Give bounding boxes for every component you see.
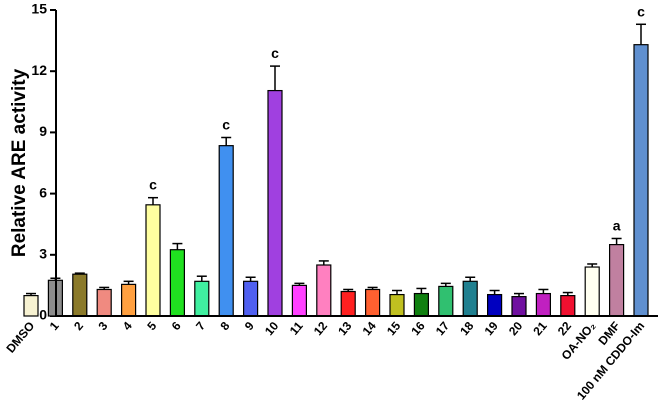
- x-tick-label: 14: [360, 319, 380, 338]
- y-tick-label: 12: [31, 62, 47, 78]
- bar: [535, 292, 552, 317]
- y-tick-label: 3: [39, 246, 47, 262]
- x-tick-label: 6: [169, 319, 184, 333]
- x-tick-label: 20: [506, 319, 526, 338]
- bar: [243, 280, 259, 317]
- x-tick-label: 4: [120, 319, 135, 333]
- bar: [389, 293, 405, 317]
- x-tick-label: DMSO: [3, 319, 37, 356]
- bar: [291, 284, 307, 317]
- bar: [145, 204, 161, 317]
- significance-label: c: [149, 177, 157, 193]
- x-tick-label: 22: [555, 319, 575, 338]
- y-tick-label: 0: [39, 307, 47, 323]
- x-tick-label: 9: [242, 319, 257, 333]
- x-tick-label: 17: [433, 319, 453, 338]
- bar: [120, 283, 137, 317]
- bar: [462, 280, 478, 317]
- significance-label: c: [222, 117, 230, 133]
- x-tick-label: 2: [71, 319, 86, 333]
- x-tick-label: 3: [95, 319, 110, 333]
- x-tick-label: 21: [530, 319, 550, 338]
- x-tick-label: 18: [457, 319, 477, 338]
- bar: [413, 292, 429, 317]
- x-tick-label: 19: [482, 319, 502, 338]
- x-tick-label: 10: [262, 319, 282, 338]
- bar: [316, 264, 332, 317]
- x-tick-label: 16: [408, 319, 428, 338]
- bar: [169, 249, 185, 317]
- x-tick-label: 13: [335, 319, 355, 338]
- y-tick-label: 9: [39, 123, 47, 139]
- significance-label: c: [637, 3, 645, 19]
- bar: [633, 44, 649, 317]
- bar: [72, 273, 88, 317]
- x-tick-label: 1: [47, 319, 62, 333]
- bar: [608, 244, 625, 317]
- bar: [23, 295, 39, 317]
- x-tick-label: 7: [193, 319, 208, 333]
- bar: [340, 290, 356, 317]
- bar: [365, 288, 381, 317]
- x-tick-label: 5: [144, 319, 159, 333]
- bar: [96, 288, 112, 317]
- y-tick-label: 6: [39, 184, 47, 200]
- x-tick-label: 8: [217, 319, 232, 333]
- y-axis-label: Relative ARE activity: [9, 68, 30, 257]
- bar: [511, 296, 527, 317]
- significance-label: c: [271, 45, 279, 61]
- bar: [194, 280, 210, 317]
- bar: [487, 293, 503, 317]
- significance-label: a: [613, 217, 621, 233]
- bar: [438, 285, 454, 317]
- x-tick-label: 12: [311, 319, 331, 338]
- bar: [584, 266, 600, 317]
- x-tick-label: 15: [384, 319, 404, 338]
- y-tick-label: 15: [31, 1, 47, 17]
- x-tick-label: 11: [287, 319, 306, 338]
- bar: [218, 145, 234, 317]
- bar: [560, 295, 576, 317]
- bar: [267, 89, 283, 317]
